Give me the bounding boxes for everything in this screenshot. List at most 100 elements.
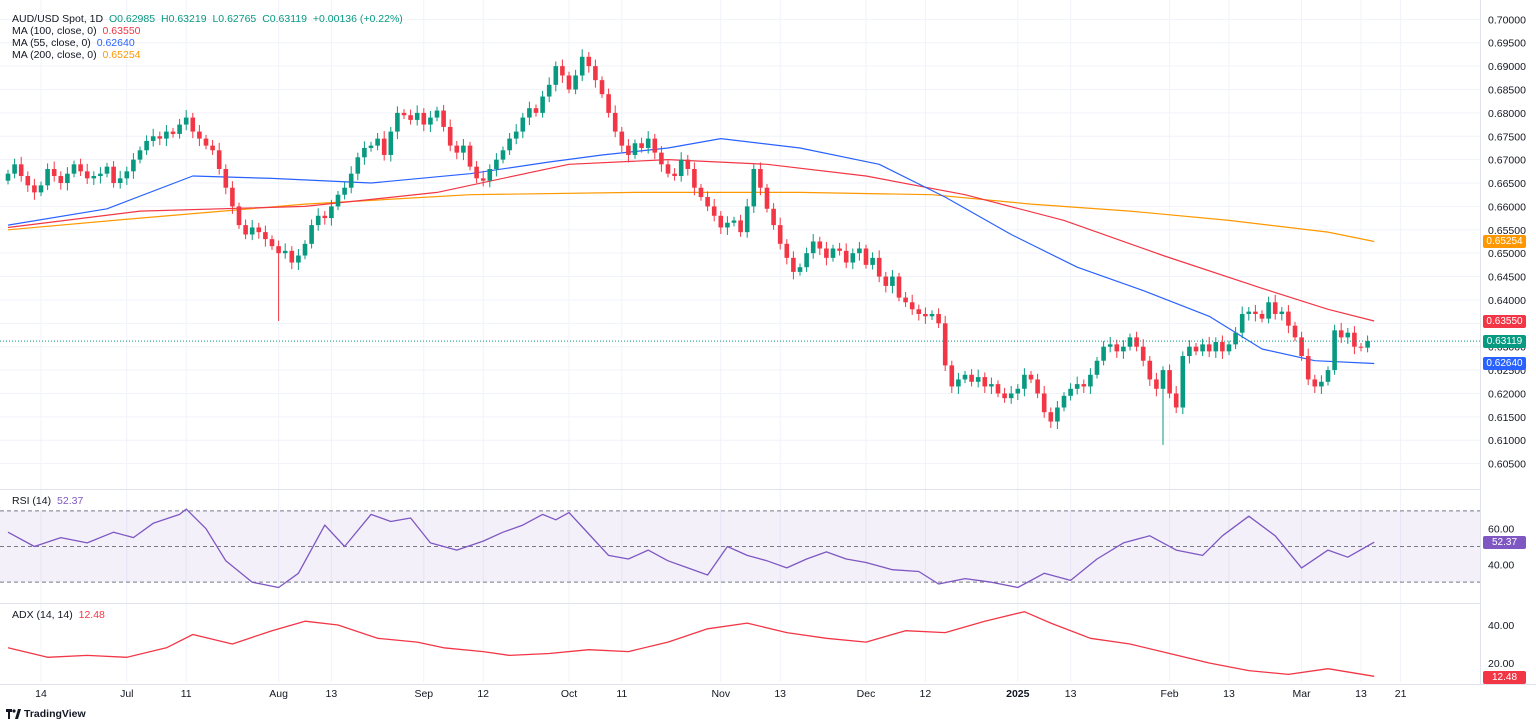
price-tick-label: 0.66500: [1488, 178, 1526, 190]
rsi-band-fill: [0, 510, 1480, 583]
candle-up: [5, 173, 11, 181]
candle-down: [190, 117, 196, 132]
candle-up: [164, 131, 169, 139]
candle-up: [850, 253, 856, 263]
ma200-legend[interactable]: MA (200, close, 0) 0.65254: [12, 49, 144, 61]
candle-down: [936, 313, 941, 324]
candle-up: [1266, 302, 1271, 319]
ma55-line: [7, 138, 1375, 365]
price-tick-label: 0.65500: [1488, 225, 1526, 237]
candle-down: [1286, 311, 1291, 326]
candle-down: [1352, 332, 1357, 347]
candle-down: [1028, 374, 1034, 380]
candle-down: [942, 323, 948, 366]
candle-down: [1338, 330, 1344, 338]
candle-down: [883, 276, 889, 286]
candle-down: [1272, 302, 1278, 314]
rsi-legend[interactable]: RSI (14) 52.37: [12, 495, 86, 507]
candle-down: [626, 145, 631, 155]
candle-up: [461, 145, 466, 153]
candle-up: [362, 147, 367, 158]
price-tick-label: 0.66000: [1488, 201, 1526, 213]
candle-up: [388, 131, 394, 155]
candle-down: [243, 225, 248, 235]
candle-down: [1206, 344, 1212, 352]
candle-down: [1312, 379, 1318, 387]
time-tick-label: Sep: [414, 688, 433, 700]
price-tick-label: 0.68000: [1488, 108, 1526, 120]
candle-down: [1154, 379, 1159, 389]
candle-down: [711, 206, 717, 216]
candle-down: [738, 220, 743, 233]
candle-up: [302, 243, 308, 256]
main-legend: AUD/USD Spot, 1D O0.62985 H0.63219 L0.62…: [12, 13, 406, 25]
candle-down: [51, 169, 57, 177]
time-tick-label: 11: [616, 688, 627, 700]
candle-up: [45, 169, 50, 186]
ma200-value: 0.65254: [102, 49, 141, 61]
candle-up: [1365, 341, 1370, 348]
candle-up: [797, 267, 803, 272]
candle-up: [71, 164, 77, 174]
candle-down: [1002, 393, 1007, 399]
tradingview-branding[interactable]: TradingView: [6, 708, 86, 720]
candle-up: [342, 187, 347, 195]
candle-down: [665, 164, 671, 174]
candle-down: [896, 276, 902, 298]
ma55-label: MA (55, close, 0): [12, 37, 91, 49]
candle-down: [652, 138, 658, 153]
candle-down: [1134, 337, 1139, 347]
candle-up: [744, 206, 750, 233]
candle-up: [1022, 374, 1027, 389]
candle-up: [725, 222, 730, 228]
price-tick-label: 0.62000: [1488, 388, 1526, 400]
price-tick-label: 0.61000: [1488, 435, 1526, 447]
candle-up: [1107, 344, 1113, 347]
adx-line: [7, 611, 1375, 677]
candle-up: [929, 313, 935, 317]
candle-up: [962, 374, 968, 380]
candle-down: [903, 297, 908, 303]
candle-up: [315, 215, 321, 226]
candle-down: [698, 187, 704, 198]
candle-down: [916, 309, 922, 314]
candle-up: [1233, 332, 1238, 345]
candle-down: [1253, 311, 1258, 314]
symbol-title[interactable]: AUD/USD Spot, 1D: [12, 13, 104, 25]
candle-up: [1015, 388, 1021, 394]
candle-up: [91, 176, 97, 179]
candle-up: [1180, 356, 1186, 408]
candle-up: [520, 117, 526, 132]
candle-down: [949, 365, 955, 387]
price-tick-label: 0.61500: [1488, 412, 1526, 424]
candle-up: [434, 110, 440, 118]
candlestick-series: [5, 49, 1370, 445]
candle-up: [500, 150, 506, 160]
candle-up: [144, 140, 149, 151]
adx-tick-label: 40.00: [1488, 620, 1514, 632]
candle-down: [322, 215, 328, 219]
ma55-legend[interactable]: MA (55, close, 0) 0.62640: [12, 37, 138, 49]
time-tick-label: 13: [1355, 688, 1367, 700]
candle-up: [375, 138, 380, 146]
moving-average-lines: [7, 138, 1375, 365]
candle-down: [408, 115, 413, 120]
time-tick-label: 13: [1223, 688, 1235, 700]
ma55-value: 0.62640: [96, 37, 135, 49]
candle-down: [111, 166, 116, 184]
time-axis[interactable]: 14 Jul 11 Aug 13 Sep 12 Oct 11 Nov 13 Dec 12 2025 13 Fe…: [35, 688, 1406, 700]
ma100-legend[interactable]: MA (100, close, 0) 0.63550: [12, 25, 144, 37]
candle-up: [38, 185, 44, 193]
adx-legend[interactable]: ADX (14, 14) 12.48: [12, 609, 108, 621]
candle-down: [203, 138, 209, 146]
candle-down: [758, 169, 763, 188]
candle-down: [586, 56, 592, 67]
rsi-line: [7, 508, 1375, 589]
candle-down: [566, 75, 572, 90]
candle-down: [784, 243, 790, 258]
candle-down: [454, 145, 460, 153]
candle-up: [137, 150, 143, 160]
candle-up: [890, 276, 895, 286]
candle-down: [230, 187, 235, 207]
